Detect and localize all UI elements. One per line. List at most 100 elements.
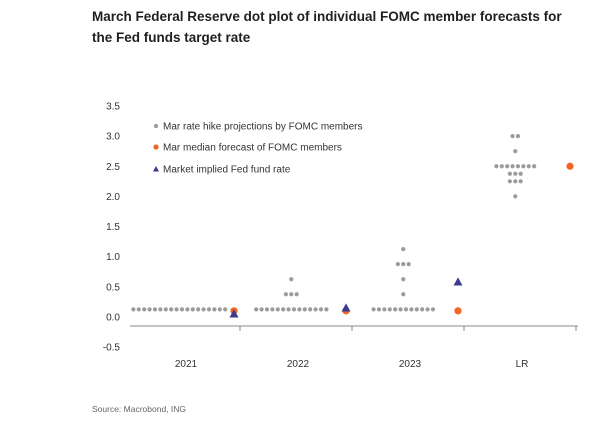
- y-tick-label: 0.5: [106, 282, 120, 293]
- projection-dot: [223, 307, 228, 312]
- projection-dot: [291, 307, 297, 312]
- projection-dot: [406, 262, 411, 267]
- projection-dot: [515, 134, 521, 139]
- projection-dot: [163, 307, 168, 312]
- legend-marker-projection: [153, 123, 159, 129]
- projection-dot: [395, 262, 400, 267]
- projection-dot: [505, 164, 510, 169]
- projection-dot: [294, 292, 299, 297]
- projection-dot: [308, 307, 313, 312]
- y-tick-label: 0.0: [106, 312, 120, 323]
- projection-dot: [425, 307, 430, 312]
- legend-marker-median: [153, 144, 159, 150]
- projection-dot: [526, 164, 531, 169]
- projection-dot: [401, 292, 406, 297]
- projection-dot: [513, 149, 518, 154]
- legend-label-market: Market implied Fed fund rate: [163, 165, 291, 176]
- legend-label-median: Mar median forecast of FOMC members: [163, 143, 342, 154]
- median-dot: [454, 307, 462, 315]
- median-dot: [566, 162, 574, 170]
- projection-dot: [254, 307, 259, 312]
- projection-dot: [297, 307, 302, 312]
- projection-dot: [152, 307, 158, 312]
- projection-dot: [401, 277, 406, 282]
- projection-dot: [264, 307, 270, 312]
- projection-dot: [382, 307, 387, 312]
- market-triangle: [341, 303, 351, 312]
- projection-dot: [513, 179, 518, 184]
- legend-label-projection: Mar rate hike projections by FOMC member…: [163, 122, 363, 133]
- projection-dot: [185, 307, 190, 312]
- projection-dot: [217, 307, 222, 312]
- projection-dot: [318, 307, 324, 312]
- projection-dot: [324, 307, 329, 312]
- projection-dot: [206, 307, 212, 312]
- projection-dot: [289, 277, 294, 282]
- y-tick-label: -0.5: [103, 343, 121, 354]
- projection-dot: [510, 134, 515, 139]
- projection-dot: [398, 307, 403, 312]
- projection-dot: [190, 307, 195, 312]
- projection-dot: [201, 307, 206, 312]
- projection-dot: [430, 307, 436, 312]
- x-tick-label: LR: [516, 359, 529, 370]
- source-note: Source: Macrobond, ING: [92, 404, 187, 414]
- projection-dot: [174, 307, 179, 312]
- projection-dot: [507, 179, 512, 184]
- projection-dot: [401, 246, 406, 252]
- projection-dot: [259, 307, 264, 312]
- projection-dot: [136, 307, 141, 312]
- projection-dot: [313, 307, 318, 312]
- projection-dot: [401, 262, 406, 267]
- projection-dot: [409, 307, 414, 312]
- projection-dot: [371, 307, 376, 312]
- projection-dot: [147, 307, 152, 312]
- projection-dot: [179, 307, 185, 312]
- legend: Mar rate hike projections by FOMC member…: [153, 122, 363, 176]
- projection-dot: [281, 307, 286, 312]
- y-tick-label: 1.0: [106, 252, 120, 263]
- projection-dot: [131, 307, 136, 312]
- projection-dot: [376, 307, 382, 312]
- y-tick-label: 2.0: [106, 192, 120, 203]
- market-triangle: [453, 277, 463, 286]
- projection-dot: [403, 307, 409, 312]
- legend-marker-market: [153, 166, 159, 172]
- projection-dot: [158, 307, 163, 312]
- projection-dot: [414, 307, 419, 312]
- chart-title: March Federal Reserve dot plot of indivi…: [92, 9, 562, 45]
- projection-dot: [142, 307, 147, 312]
- y-tick-label: 1.5: [106, 222, 120, 233]
- y-tick-label: 2.5: [106, 162, 120, 173]
- projection-dot: [507, 171, 512, 176]
- projection-dot: [393, 307, 398, 312]
- projection-dot: [510, 164, 515, 169]
- projection-dot: [275, 307, 280, 312]
- projection-dot: [518, 179, 523, 184]
- projection-dot: [499, 164, 504, 169]
- projection-dot: [283, 292, 288, 297]
- projection-dot: [387, 307, 392, 312]
- projection-dot: [521, 164, 526, 169]
- projection-dot: [515, 164, 521, 169]
- projection-dot: [212, 307, 217, 312]
- projection-dot: [270, 307, 275, 312]
- market-triangle: [229, 309, 239, 318]
- y-tick-label: 3.5: [106, 102, 120, 113]
- projection-dot: [420, 307, 425, 312]
- axes: 3.5 3.0 2.5 2.0 1.5 1.0 0.5 0.0 -0.5 2021 2022 2023…: [103, 102, 578, 370]
- projection-dot: [196, 307, 201, 312]
- projection-dot: [169, 307, 174, 312]
- plot-area: [131, 134, 574, 318]
- x-tick-label: 2021: [175, 359, 198, 370]
- projection-dot: [302, 307, 307, 312]
- projection-dot: [494, 164, 499, 169]
- projection-dot: [532, 164, 537, 169]
- projection-dot: [513, 194, 518, 199]
- x-tick-label: 2022: [287, 359, 310, 370]
- y-tick-label: 3.0: [106, 132, 120, 143]
- x-tick-label: 2023: [399, 359, 422, 370]
- projection-dot: [513, 171, 518, 176]
- projection-dot: [289, 292, 294, 297]
